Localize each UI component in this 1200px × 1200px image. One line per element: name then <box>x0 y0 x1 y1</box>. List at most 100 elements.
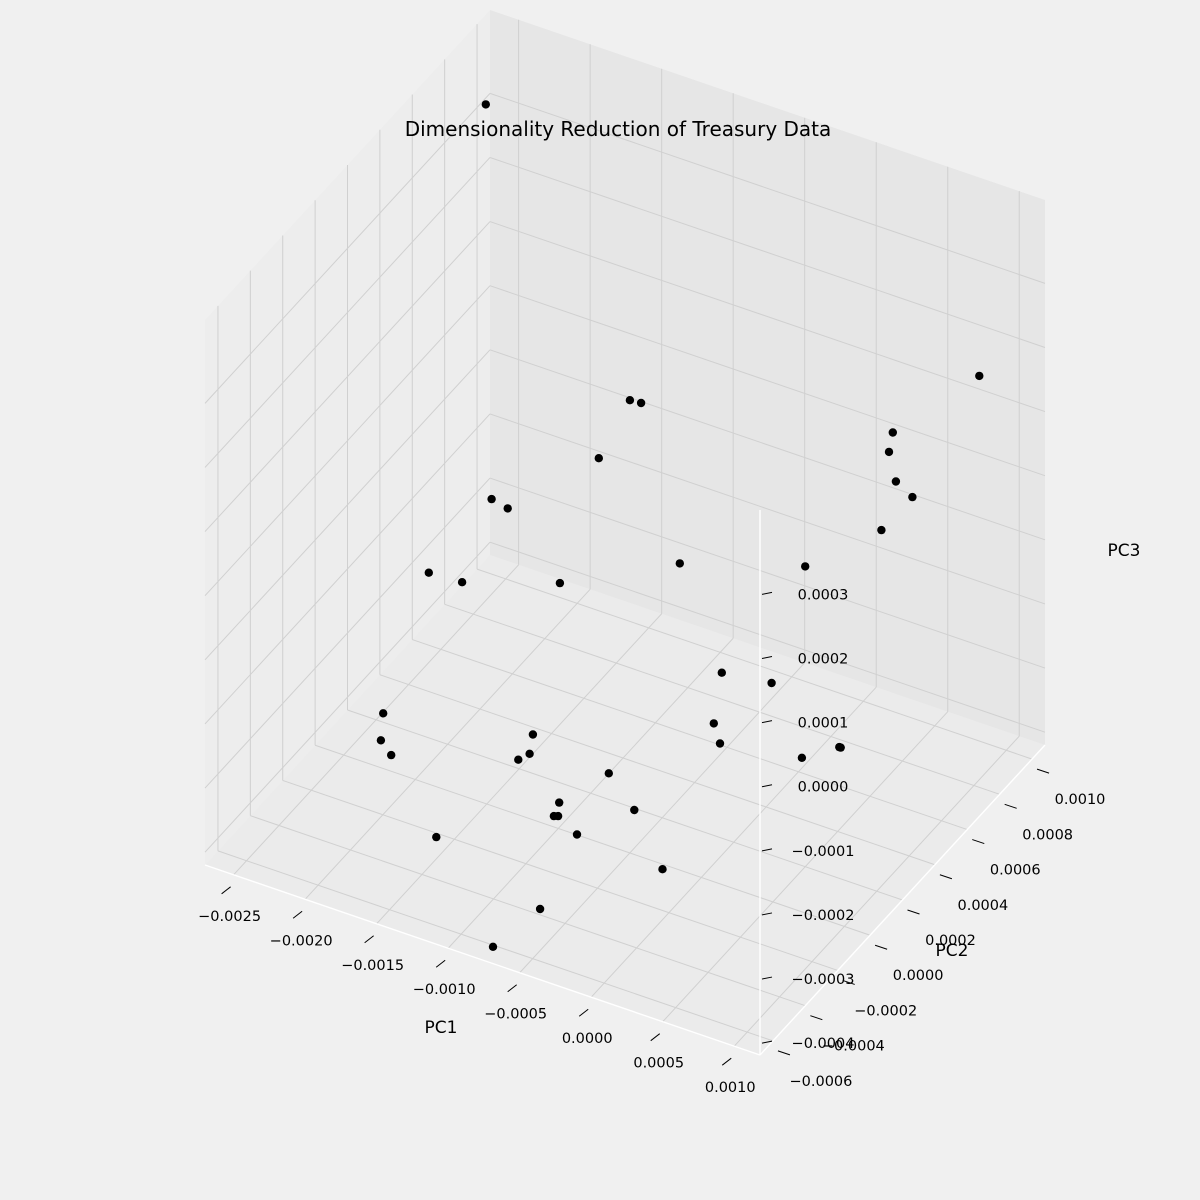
x-tick-mark <box>221 886 231 895</box>
chart-title: Dimensionality Reduction of Treasury Dat… <box>405 117 832 141</box>
z-tick-label: 0.0001 <box>798 716 849 732</box>
data-point <box>555 798 564 807</box>
data-point <box>801 562 810 571</box>
y-tick-label: 0.0006 <box>990 863 1041 879</box>
z-tick-mark <box>761 1040 773 1044</box>
data-point <box>835 742 844 752</box>
data-point <box>432 832 441 842</box>
data-point <box>487 494 496 504</box>
x-tick-mark <box>650 1033 661 1042</box>
data-point <box>594 454 603 463</box>
data-point <box>572 830 582 839</box>
data-point <box>525 749 534 758</box>
z-grid-line-back <box>489 221 1046 413</box>
data-point <box>376 736 386 745</box>
z-tick-label: −0.0002 <box>792 908 855 924</box>
z-grid-line-side <box>204 93 491 404</box>
z-grid-line-side <box>204 477 491 789</box>
z-tick-mark <box>761 784 773 788</box>
x-tick-label: −0.0010 <box>413 982 476 998</box>
y-grid-line-floor <box>282 779 838 971</box>
y-tick-mark <box>810 1015 823 1021</box>
x-tick-label: −0.0005 <box>484 1007 547 1023</box>
grid-lines <box>204 19 1046 1047</box>
y-grid-line-floor <box>412 639 968 831</box>
data-point <box>715 739 725 748</box>
x-tick-label: 0.0000 <box>562 1031 613 1047</box>
z-grid-line-back <box>489 285 1046 477</box>
data-point <box>387 750 396 760</box>
x-tick-mark <box>507 984 517 993</box>
y-grid-line-floor <box>379 674 936 866</box>
y-tick-label: −0.0004 <box>822 1039 885 1055</box>
y-grid-line-floor <box>347 709 903 901</box>
y-grid-line-floor <box>314 744 871 936</box>
z-tick-mark <box>761 976 773 980</box>
z-tick-label: 0.0003 <box>798 587 849 603</box>
z-tick-label: 0.0002 <box>798 651 849 667</box>
z-tick-mark <box>761 912 773 916</box>
x-tick-mark <box>578 1008 589 1017</box>
x-tick-label: −0.0015 <box>341 958 404 974</box>
z-grid-line-back <box>489 477 1046 669</box>
y-tick-label: 0.0010 <box>1055 792 1106 808</box>
z-tick-mark <box>761 591 773 595</box>
y-tick-mark <box>842 979 855 985</box>
data-point <box>888 428 897 437</box>
data-point <box>535 904 545 914</box>
x-tick-mark <box>721 1057 732 1066</box>
z-grid-line-side <box>204 157 491 468</box>
y-tick-label: −0.0002 <box>854 1003 917 1019</box>
z-grid-line-back <box>489 541 1046 733</box>
data-point <box>457 578 467 587</box>
data-point <box>717 668 726 677</box>
data-point <box>975 371 984 381</box>
x-axis-label: PC1 <box>425 1018 458 1038</box>
y-tick-mark <box>972 839 985 845</box>
y-tick-label: 0.0000 <box>893 968 944 984</box>
y-tick-mark <box>939 874 953 880</box>
data-point <box>675 559 684 568</box>
axis-lines <box>204 510 1050 1066</box>
x-tick-mark <box>435 959 446 968</box>
z-grid-line-side <box>204 349 491 661</box>
z-tick-label: −0.0003 <box>792 972 855 988</box>
data-point <box>625 396 635 405</box>
z-tick-mark <box>761 655 773 659</box>
z-axis-label: PC3 <box>1108 541 1141 561</box>
data-point <box>636 398 646 408</box>
data-point <box>908 492 917 502</box>
z-tick-label: 0.0000 <box>798 780 849 796</box>
data-point <box>891 477 901 486</box>
data-point <box>488 942 498 951</box>
y-tick-label: 0.0008 <box>1022 827 1073 843</box>
y-axis-line <box>759 744 1046 1056</box>
data-point <box>553 811 563 821</box>
y-tick-mark <box>777 1050 791 1056</box>
data-point <box>658 865 667 874</box>
back-pane <box>490 10 1045 745</box>
x-axis-line <box>204 864 761 1056</box>
data-point <box>503 504 512 513</box>
axis-panes <box>205 10 1045 1055</box>
y-grid-line-floor <box>250 815 806 1007</box>
y-grid-line-floor <box>476 568 1033 760</box>
y-tick-label: −0.0006 <box>790 1074 853 1090</box>
data-point <box>884 447 894 457</box>
data-point <box>555 578 565 588</box>
data-point <box>767 678 776 688</box>
x-tick-mark <box>292 910 303 919</box>
tick-labels: −0.0025 −0.0020 −0.0015 −0.0010 −0.0005 0.000… <box>198 587 1105 1096</box>
y-tick-mark <box>1004 803 1017 809</box>
y-tick-mark <box>874 944 888 950</box>
z-grid-line-back <box>489 92 1046 284</box>
data-points <box>376 100 984 951</box>
z-tick-mark <box>761 720 773 724</box>
z-tick-mark <box>761 848 773 852</box>
data-point <box>514 755 523 764</box>
x-tick-label: −0.0020 <box>270 933 333 949</box>
x-tick-mark <box>364 935 374 944</box>
y-axis-label: PC2 <box>936 941 969 961</box>
data-point <box>630 805 639 815</box>
